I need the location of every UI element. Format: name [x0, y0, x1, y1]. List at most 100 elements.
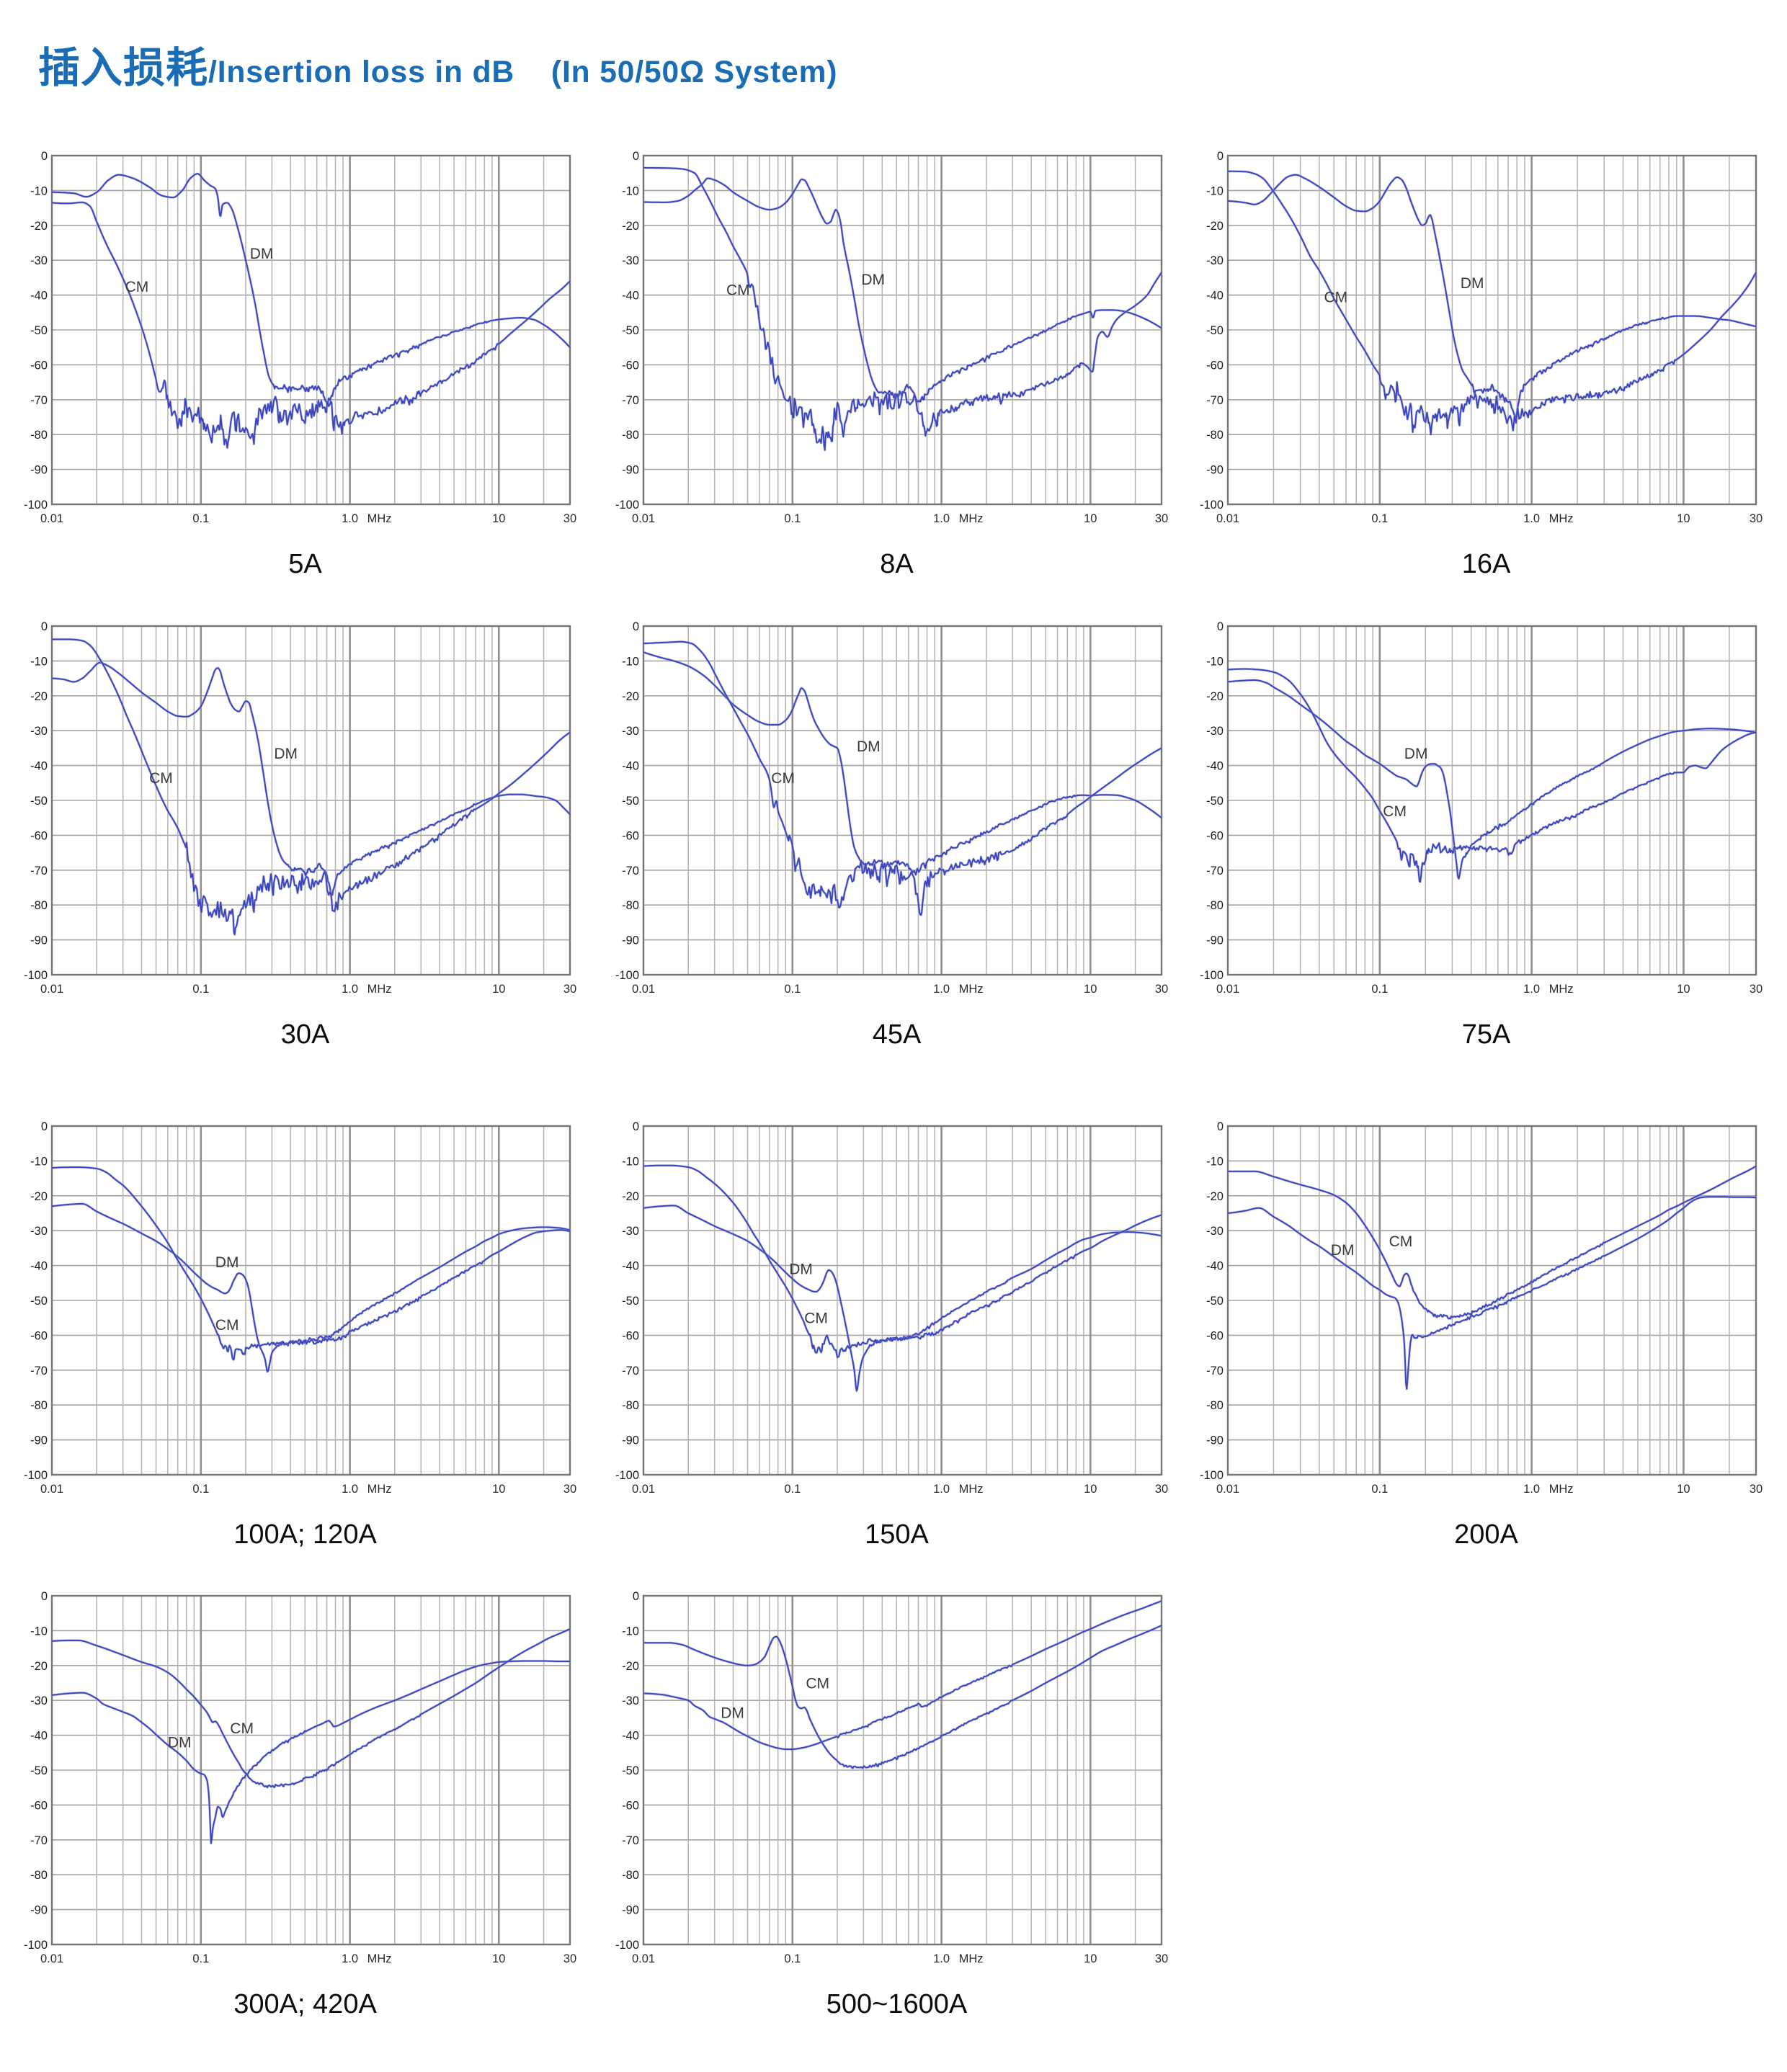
svg-text:-40: -40: [1206, 1260, 1224, 1273]
svg-text:MHz: MHz: [367, 1483, 392, 1496]
svg-text:1.0: 1.0: [1523, 512, 1540, 525]
svg-text:-100: -100: [24, 1469, 48, 1482]
svg-text:0.01: 0.01: [1216, 1483, 1239, 1496]
svg-text:-40: -40: [30, 760, 48, 773]
svg-text:-30: -30: [30, 1225, 48, 1238]
svg-text:-60: -60: [1206, 829, 1224, 842]
svg-text:0.1: 0.1: [192, 1483, 209, 1496]
svg-text:30: 30: [1155, 512, 1168, 525]
svg-text:-90: -90: [622, 1904, 639, 1917]
svg-text:MHz: MHz: [959, 1952, 984, 1965]
svg-text:100A; 120A: 100A; 120A: [233, 1519, 377, 1550]
svg-text:1.0: 1.0: [342, 1952, 358, 1965]
svg-text:-90: -90: [30, 1904, 48, 1917]
svg-text:0.1: 0.1: [1371, 983, 1388, 996]
svg-text:30: 30: [1155, 983, 1168, 996]
svg-text:0: 0: [633, 1120, 639, 1133]
svg-text:0.1: 0.1: [192, 1952, 209, 1965]
svg-text:-10: -10: [1206, 655, 1224, 668]
svg-text:30: 30: [563, 1483, 576, 1496]
svg-text:-40: -40: [622, 760, 639, 773]
svg-text:-90: -90: [622, 464, 639, 477]
svg-text:-70: -70: [1206, 394, 1224, 407]
svg-text:-30: -30: [30, 1694, 48, 1707]
svg-text:0.01: 0.01: [632, 983, 655, 996]
svg-text:-30: -30: [622, 254, 639, 267]
svg-text:-80: -80: [30, 429, 48, 442]
svg-text:-30: -30: [622, 725, 639, 738]
svg-text:1.0: 1.0: [342, 1483, 358, 1496]
svg-text:-40: -40: [1206, 760, 1224, 773]
svg-text:DM: DM: [215, 1254, 239, 1271]
svg-text:-20: -20: [622, 1190, 639, 1203]
svg-text:30: 30: [1750, 512, 1763, 525]
svg-text:MHz: MHz: [959, 512, 984, 525]
svg-text:-70: -70: [622, 1834, 639, 1847]
svg-text:-60: -60: [622, 359, 639, 372]
svg-text:DM: DM: [250, 246, 274, 262]
svg-text:-60: -60: [622, 1329, 639, 1342]
svg-text:30: 30: [1155, 1483, 1168, 1496]
svg-text:0: 0: [41, 620, 48, 633]
svg-text:-10: -10: [1206, 1155, 1224, 1168]
svg-text:8A: 8A: [880, 549, 914, 579]
svg-text:-80: -80: [622, 429, 639, 442]
svg-text:0: 0: [1217, 1120, 1224, 1133]
svg-text:-20: -20: [1206, 220, 1224, 233]
svg-text:DM: DM: [1404, 746, 1428, 762]
svg-text:-30: -30: [1206, 725, 1224, 738]
svg-text:-90: -90: [1206, 934, 1224, 947]
svg-text:CM: CM: [806, 1675, 829, 1692]
svg-text:-70: -70: [1206, 1365, 1224, 1377]
svg-text:-80: -80: [622, 1399, 639, 1412]
svg-text:DM: DM: [857, 738, 881, 755]
svg-text:DM: DM: [861, 272, 885, 288]
svg-text:-50: -50: [622, 795, 639, 808]
svg-text:-30: -30: [30, 254, 48, 267]
svg-text:300A; 420A: 300A; 420A: [233, 1989, 377, 2019]
svg-text:DM: DM: [789, 1261, 813, 1278]
svg-text:-90: -90: [622, 1434, 639, 1447]
svg-text:MHz: MHz: [1549, 983, 1574, 996]
svg-text:CM: CM: [1324, 289, 1348, 305]
svg-text:0.01: 0.01: [632, 512, 655, 525]
svg-text:0.1: 0.1: [192, 512, 209, 525]
svg-text:-60: -60: [30, 359, 48, 372]
svg-text:MHz: MHz: [959, 1483, 984, 1496]
svg-text:-10: -10: [622, 1155, 639, 1168]
svg-text:MHz: MHz: [367, 1952, 392, 1965]
svg-text:0.1: 0.1: [192, 983, 209, 996]
svg-text:-20: -20: [1206, 1190, 1224, 1203]
svg-text:16A: 16A: [1462, 549, 1511, 579]
svg-text:-30: -30: [30, 725, 48, 738]
svg-text:-100: -100: [615, 499, 639, 512]
svg-text:CM: CM: [230, 1720, 254, 1737]
svg-text:0: 0: [1217, 150, 1224, 163]
svg-text:-100: -100: [615, 969, 639, 982]
svg-text:0.01: 0.01: [40, 1952, 63, 1965]
svg-text:-80: -80: [1206, 429, 1224, 442]
svg-text:CM: CM: [804, 1310, 828, 1327]
svg-text:-90: -90: [30, 934, 48, 947]
svg-text:-80: -80: [30, 1869, 48, 1882]
svg-text:-50: -50: [1206, 324, 1224, 337]
svg-text:0.01: 0.01: [40, 983, 63, 996]
svg-text:0.01: 0.01: [632, 1483, 655, 1496]
svg-text:-70: -70: [1206, 865, 1224, 878]
svg-text:-20: -20: [30, 690, 48, 703]
svg-text:-60: -60: [30, 1799, 48, 1812]
svg-text:-60: -60: [1206, 359, 1224, 372]
svg-text:-10: -10: [1206, 184, 1224, 197]
svg-text:0.1: 0.1: [784, 983, 801, 996]
svg-text:-50: -50: [622, 324, 639, 337]
svg-text:75A: 75A: [1462, 1019, 1511, 1050]
svg-text:-30: -30: [622, 1225, 639, 1238]
svg-text:10: 10: [492, 983, 505, 996]
svg-text:1.0: 1.0: [1523, 1483, 1540, 1496]
svg-text:-100: -100: [24, 499, 48, 512]
svg-text:-70: -70: [622, 1365, 639, 1377]
svg-text:500~1600A: 500~1600A: [826, 1989, 968, 2019]
svg-text:0: 0: [1217, 620, 1224, 633]
svg-text:-10: -10: [30, 1625, 48, 1638]
svg-text:DM: DM: [168, 1735, 192, 1751]
